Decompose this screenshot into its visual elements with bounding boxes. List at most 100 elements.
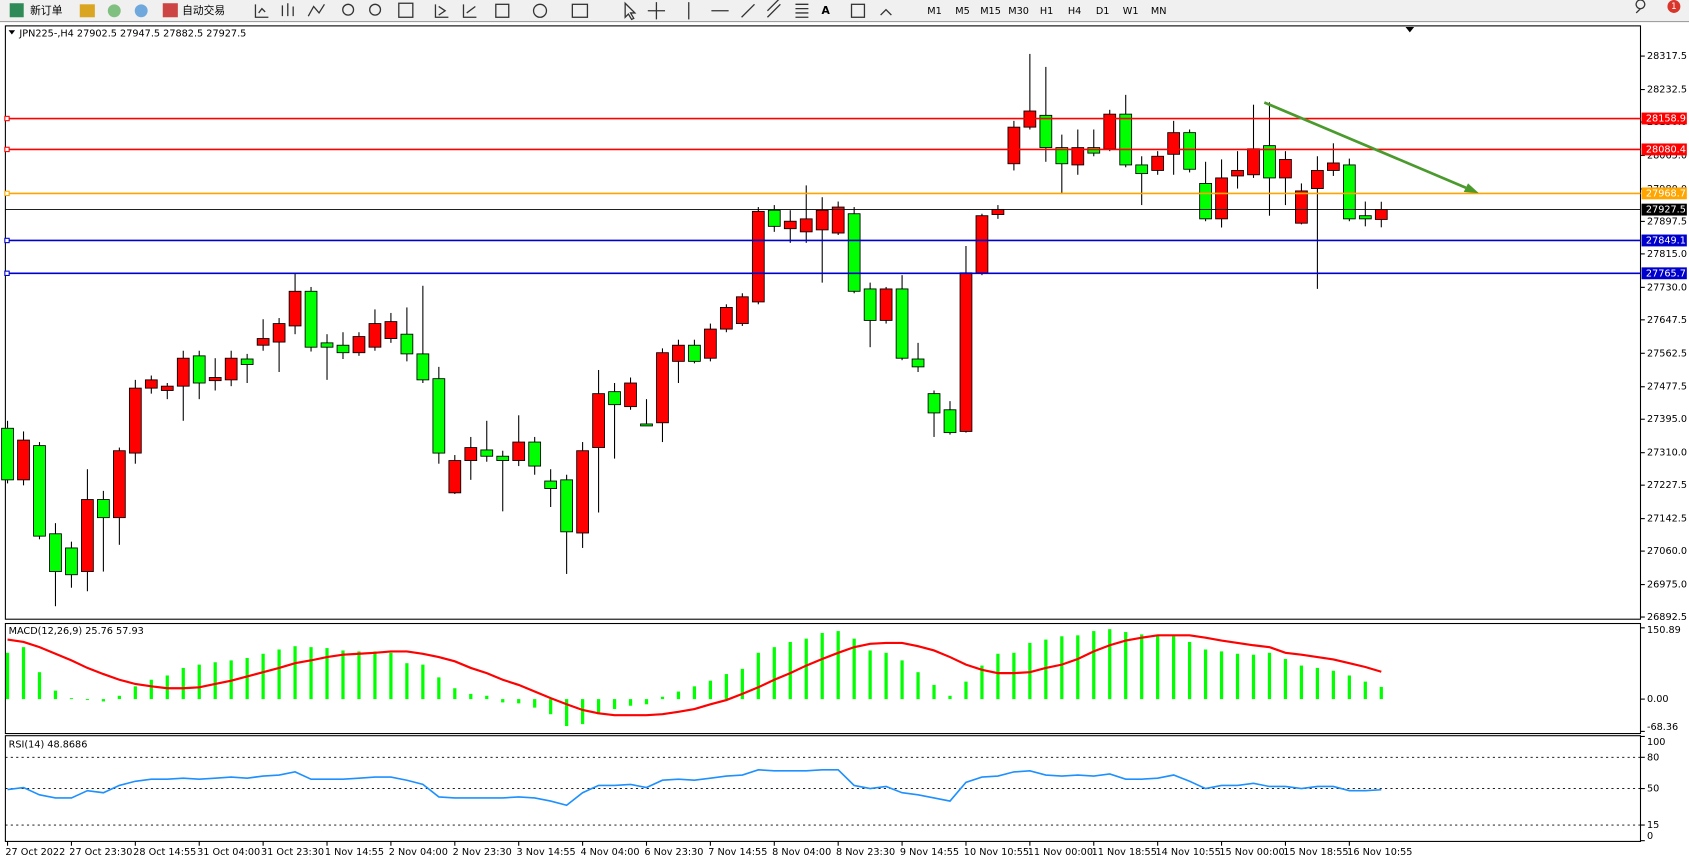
- y-tick-label: 28317.5: [1647, 51, 1687, 62]
- macd-bar: [612, 699, 617, 710]
- toolbar-icon[interactable]: [79, 4, 95, 18]
- x-tick-label: 11 Nov 18:55: [1092, 847, 1157, 858]
- toolbar-icon[interactable]: [434, 4, 449, 18]
- timeframe-button[interactable]: MN: [1151, 6, 1167, 17]
- new-order-button[interactable]: 新订单: [30, 4, 63, 17]
- candle-body: [735, 296, 749, 325]
- timeframe-button[interactable]: D1: [1096, 6, 1110, 17]
- candle-body: [1039, 114, 1053, 149]
- macd-bar: [1219, 651, 1224, 700]
- toolbar-icon[interactable]: [462, 4, 477, 18]
- macd-bar: [133, 686, 137, 700]
- y-tick-label: 27730.0: [1647, 282, 1687, 293]
- macd-bar: [341, 650, 345, 700]
- x-tick-label: 2 Nov 23:30: [453, 847, 512, 858]
- y-tick-label: 27562.5: [1647, 348, 1687, 359]
- toolbar-icon[interactable]: [134, 4, 148, 18]
- macd-bar: [101, 699, 106, 702]
- trend-arrow[interactable]: [1263, 101, 1479, 194]
- toolbar: 新订单 自动交易 A: [0, 0, 1689, 23]
- macd-bar: [1012, 652, 1016, 700]
- notification-badge[interactable]: [1667, 0, 1681, 13]
- y-tick-label: 27310.0: [1647, 448, 1687, 459]
- fibo-tool[interactable]: [795, 3, 809, 18]
- timeframe-button[interactable]: M30: [1008, 6, 1029, 17]
- toolbar-icon[interactable]: [532, 3, 548, 18]
- trendline-tool[interactable]: [741, 3, 755, 18]
- macd-bar: [596, 699, 601, 715]
- candle-body: [368, 323, 382, 348]
- macd-bar: [644, 699, 649, 705]
- search[interactable]: [1635, 0, 1646, 14]
- y-tick-label: 28232.5: [1647, 85, 1687, 96]
- candle-body: [1071, 147, 1085, 166]
- toolbar-icon[interactable]: [495, 3, 510, 18]
- timeframe-button[interactable]: W1: [1123, 6, 1139, 17]
- y-tick-label: 28065.0: [1647, 150, 1687, 161]
- channel-tool[interactable]: [766, 0, 781, 18]
- toolbar-icon[interactable]: [398, 2, 414, 18]
- macd-bar: [405, 663, 409, 700]
- timeframe-button[interactable]: H4: [1068, 6, 1081, 17]
- auto-trading-button[interactable]: 自动交易: [182, 4, 225, 17]
- timeframe-button[interactable]: M5: [955, 6, 970, 17]
- trend-arrow-line[interactable]: [1263, 101, 1467, 189]
- candle-body: [1087, 147, 1101, 154]
- new-order-icon[interactable]: [9, 3, 24, 18]
- macd-bar: [1108, 629, 1112, 700]
- price-level-label-bg: [1641, 112, 1687, 125]
- y-tick-label: 27647.5: [1647, 315, 1687, 326]
- candle-body: [815, 209, 829, 231]
- candle-body: [448, 460, 462, 494]
- toolbar-icon[interactable]: [571, 3, 589, 18]
- notification-count: 1: [1671, 2, 1676, 12]
- menu-marker: [8, 30, 16, 35]
- candle-body: [352, 336, 366, 354]
- toolbar-icon[interactable]: [254, 4, 269, 18]
- x-tick-label: 27 Oct 23:30: [69, 847, 132, 858]
- candle-body: [1119, 113, 1133, 166]
- text-tool[interactable]: A: [821, 4, 830, 17]
- macd-bar: [53, 690, 58, 700]
- macd-bar: [868, 650, 872, 700]
- toolbar-icon[interactable]: [307, 3, 325, 17]
- level-handle: [4, 270, 10, 276]
- macd-bar: [1299, 665, 1304, 700]
- macd-bar: [565, 699, 569, 727]
- x-tick-label: 28 Oct 14:55: [133, 847, 196, 858]
- macd-bar: [788, 641, 792, 700]
- y-tick-label: 27060.0: [1647, 546, 1687, 557]
- macd-bar: [724, 674, 728, 700]
- label-tool[interactable]: [850, 3, 866, 18]
- price-level-label-bg: [1641, 234, 1687, 247]
- macd-bar: [660, 696, 665, 700]
- zoom-in[interactable]: [342, 3, 355, 16]
- candle-body: [847, 213, 861, 292]
- timeframe-button[interactable]: M1: [927, 6, 942, 17]
- crosshair-tool[interactable]: [647, 2, 666, 20]
- macd-bar: [373, 651, 377, 700]
- cursor-tool[interactable]: [624, 1, 637, 21]
- toolbar-icon[interactable]: [107, 4, 121, 18]
- macd-bar: [181, 667, 185, 700]
- candle-body: [320, 342, 334, 348]
- main-chart-title: JPN225-,H4 27902.5 27947.5 27882.5 27927…: [18, 28, 246, 39]
- toolbar-icon[interactable]: [281, 3, 294, 17]
- timeframe-button[interactable]: M15: [980, 6, 1001, 17]
- macd-bar: [1156, 636, 1160, 700]
- arrow-tool[interactable]: [880, 8, 892, 16]
- level-handle: [4, 146, 10, 153]
- zoom-out[interactable]: [369, 3, 382, 16]
- candle-body: [799, 218, 813, 233]
- macd-bar: [421, 664, 425, 700]
- candle-body: [65, 547, 78, 576]
- macd-bar: [325, 648, 329, 700]
- candle-body: [336, 344, 350, 354]
- macd-bar: [948, 695, 952, 700]
- macd-bar: [517, 699, 521, 704]
- timeframe-button[interactable]: H1: [1040, 6, 1053, 17]
- rsi-line: [7, 768, 1382, 807]
- trend-arrow-head: [1463, 183, 1479, 194]
- candle-body: [943, 409, 957, 434]
- auto-trading-icon[interactable]: [162, 3, 178, 18]
